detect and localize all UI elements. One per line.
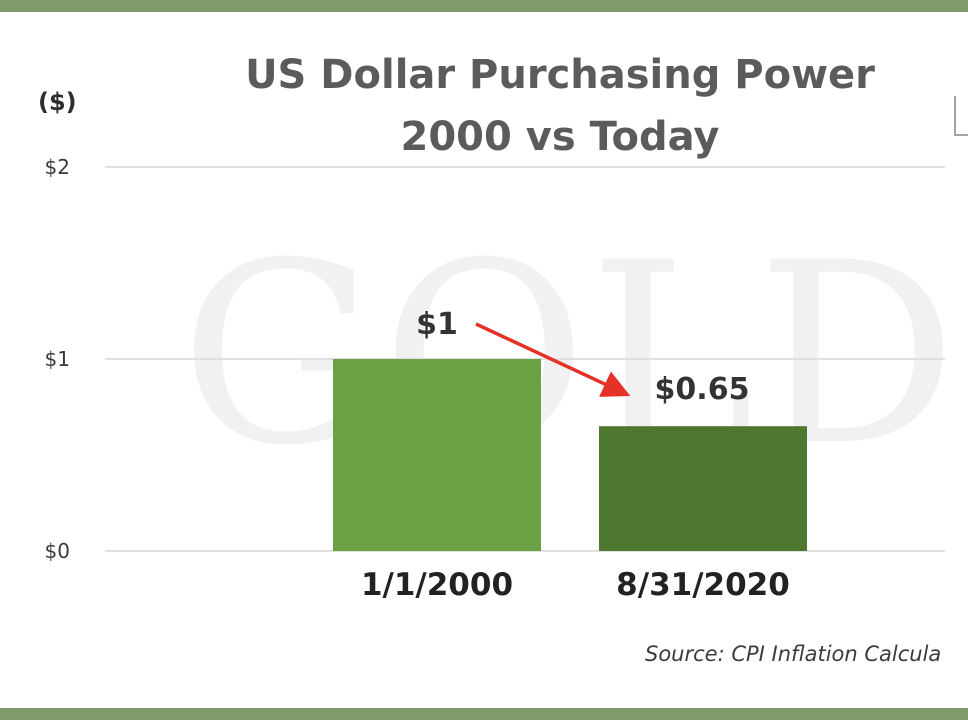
decline-arrow	[475, 322, 631, 397]
frame-top-border	[0, 0, 968, 12]
x-tick-label: 1/1/2000	[361, 567, 513, 603]
data-label: $0.65	[655, 372, 750, 407]
frame-bottom-border	[0, 708, 968, 720]
y-tick-label: $1	[45, 347, 70, 371]
chart-title-line-2: 2000 vs Today	[400, 114, 720, 160]
bar	[599, 426, 807, 551]
y-tick-label: $0	[45, 539, 70, 563]
chart-title-line-1: US Dollar Purchasing Power	[245, 52, 875, 98]
legend-edge-mark	[954, 96, 968, 136]
source-note: Source: CPI Inflation Calcula	[645, 642, 942, 666]
watermark: GOLDSILVER	[180, 209, 968, 500]
x-tick-label: 8/31/2020	[616, 567, 790, 603]
y-tick-label: $2	[45, 155, 70, 179]
chart-title: US Dollar Purchasing Power 2000 vs Today	[160, 44, 960, 168]
y-unit-label: ($)	[38, 88, 77, 116]
bar	[333, 359, 541, 551]
data-label: $1	[416, 307, 458, 342]
